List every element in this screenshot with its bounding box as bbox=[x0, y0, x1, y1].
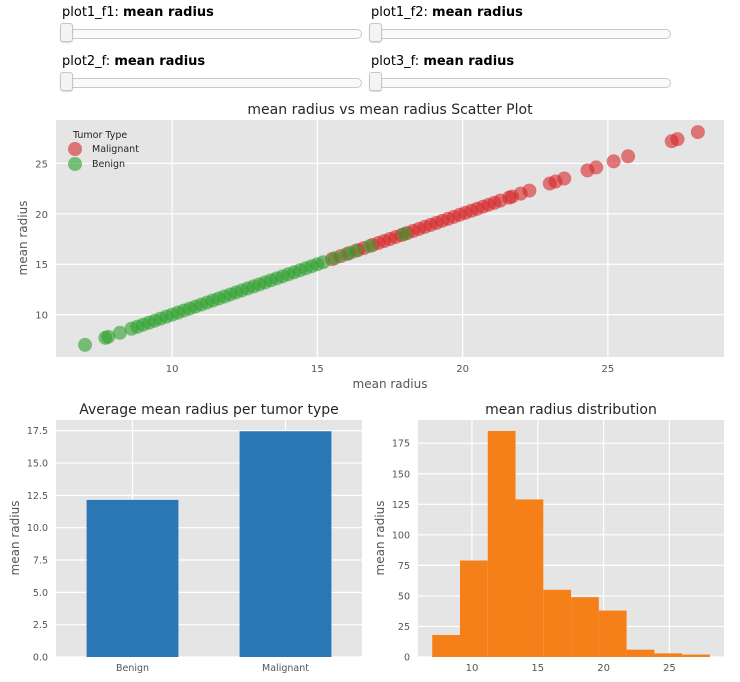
hist-bar bbox=[543, 589, 572, 657]
malignant-point bbox=[589, 160, 604, 175]
scatter-x-tick-label: 15 bbox=[311, 364, 324, 375]
legend-label-malignant: Malignant bbox=[92, 144, 139, 155]
legend-marker-benign bbox=[68, 157, 82, 171]
plot3-f-handle[interactable] bbox=[369, 72, 382, 91]
bar-y-tick-label: 5.0 bbox=[33, 588, 48, 599]
hist-bar bbox=[515, 499, 544, 657]
scatter-x-tick-label: 25 bbox=[601, 364, 614, 375]
malignant-point bbox=[621, 149, 636, 164]
plot2-f-handle[interactable] bbox=[60, 72, 73, 91]
hist-x-tick-label: 25 bbox=[663, 663, 676, 674]
plot1-f1-handle[interactable] bbox=[60, 23, 73, 42]
scatter-x-tick-label: 20 bbox=[456, 364, 469, 375]
hist-bar bbox=[682, 654, 710, 657]
scatter-y-tick-label: 20 bbox=[35, 210, 48, 221]
bar-y-tick-label: 2.5 bbox=[33, 620, 48, 631]
hist-bar bbox=[432, 635, 460, 657]
bar-chart: Benign Malignant 0.0 2.5 5.0 7.5 10.0 12.5 15.0 1… bbox=[8, 402, 362, 674]
hist-y-tick-label: 100 bbox=[392, 530, 410, 541]
benign-point bbox=[101, 329, 116, 344]
hist-bar bbox=[654, 653, 683, 657]
legend-title: Tumor Type bbox=[72, 130, 127, 141]
hist-y-tick-label: 0 bbox=[404, 653, 410, 664]
benign-point bbox=[316, 255, 331, 270]
hist-bar bbox=[487, 430, 516, 657]
scatter-y-tick-label: 15 bbox=[35, 260, 48, 271]
plot3-f-label: plot3_f: mean radius bbox=[371, 54, 515, 69]
hist-y-tick-label: 50 bbox=[398, 591, 410, 602]
bar-y-tick-label: 10.0 bbox=[27, 523, 48, 534]
bar-malignant bbox=[239, 431, 332, 657]
malignant-point bbox=[557, 171, 572, 186]
plot1-f1-slider[interactable]: plot1_f1: mean radius bbox=[60, 5, 372, 42]
bar-title: Average mean radius per tumor type bbox=[79, 402, 339, 418]
bar-x-tick-label: Benign bbox=[116, 663, 149, 674]
hist-title: mean radius distribution bbox=[485, 402, 657, 418]
scatter-y-tick-label: 25 bbox=[35, 159, 48, 170]
legend-label-benign: Benign bbox=[92, 159, 125, 170]
hist-x-tick-label: 15 bbox=[531, 663, 544, 674]
hist-x-tick-label: 10 bbox=[466, 663, 479, 674]
plot2-f-label: plot2_f: mean radius bbox=[62, 54, 206, 69]
plot1-f2-slider[interactable]: plot1_f2: mean radius bbox=[369, 5, 681, 42]
histogram-chart: 10 15 20 25 0 25 50 75 100 125 150 175 mean radius d… bbox=[373, 402, 724, 674]
benign-point bbox=[112, 325, 127, 340]
scatter-x-axis-label: mean radius bbox=[353, 377, 428, 391]
hist-bar bbox=[459, 560, 488, 657]
scatter-chart: 10 15 20 25 10 15 20 25 mean radius vs mean radi… bbox=[16, 102, 724, 391]
bar-y-tick-label: 7.5 bbox=[33, 556, 48, 567]
plot1-f1-label: plot1_f1: mean radius bbox=[62, 5, 214, 20]
benign-point bbox=[397, 226, 412, 241]
hist-y-tick-label: 25 bbox=[398, 622, 410, 633]
benign-point bbox=[348, 244, 363, 259]
malignant-point bbox=[670, 132, 685, 147]
bar-benign bbox=[86, 499, 179, 657]
bar-y-tick-label: 17.5 bbox=[27, 426, 48, 437]
malignant-point bbox=[606, 154, 621, 169]
scatter-x-tick-label: 10 bbox=[166, 364, 179, 375]
plot2-f-slider[interactable]: plot2_f: mean radius bbox=[60, 54, 372, 91]
benign-point bbox=[327, 251, 342, 266]
plot1-f2-label: plot1_f2: mean radius bbox=[371, 5, 523, 20]
hist-bar bbox=[598, 610, 627, 657]
bar-y-tick-label: 0.0 bbox=[33, 653, 48, 664]
benign-point bbox=[78, 337, 93, 352]
bar-y-axis-label: mean radius bbox=[8, 501, 22, 576]
bar-y-tick-label: 12.5 bbox=[27, 491, 48, 502]
scatter-y-axis-label: mean radius bbox=[16, 201, 30, 276]
scatter-title: mean radius vs mean radius Scatter Plot bbox=[247, 102, 533, 118]
hist-bar bbox=[626, 649, 655, 657]
hist-y-axis-label: mean radius bbox=[373, 501, 387, 576]
bar-x-tick-label: Malignant bbox=[262, 663, 309, 674]
plot3-f-slider[interactable]: plot3_f: mean radius bbox=[369, 54, 681, 91]
scatter-y-tick-label: 10 bbox=[35, 311, 48, 322]
hist-y-tick-label: 175 bbox=[392, 439, 410, 450]
malignant-point bbox=[522, 183, 537, 198]
plot1-f2-handle[interactable] bbox=[369, 23, 382, 42]
malignant-point bbox=[690, 125, 705, 140]
legend-marker-malignant bbox=[68, 142, 82, 156]
hist-bar bbox=[571, 597, 599, 657]
bar-y-tick-label: 15.0 bbox=[27, 459, 48, 470]
hist-y-tick-label: 150 bbox=[392, 469, 410, 480]
hist-y-tick-label: 75 bbox=[398, 561, 410, 572]
hist-y-tick-label: 125 bbox=[392, 500, 410, 511]
benign-point bbox=[362, 239, 377, 254]
hist-x-tick-label: 20 bbox=[597, 663, 610, 674]
